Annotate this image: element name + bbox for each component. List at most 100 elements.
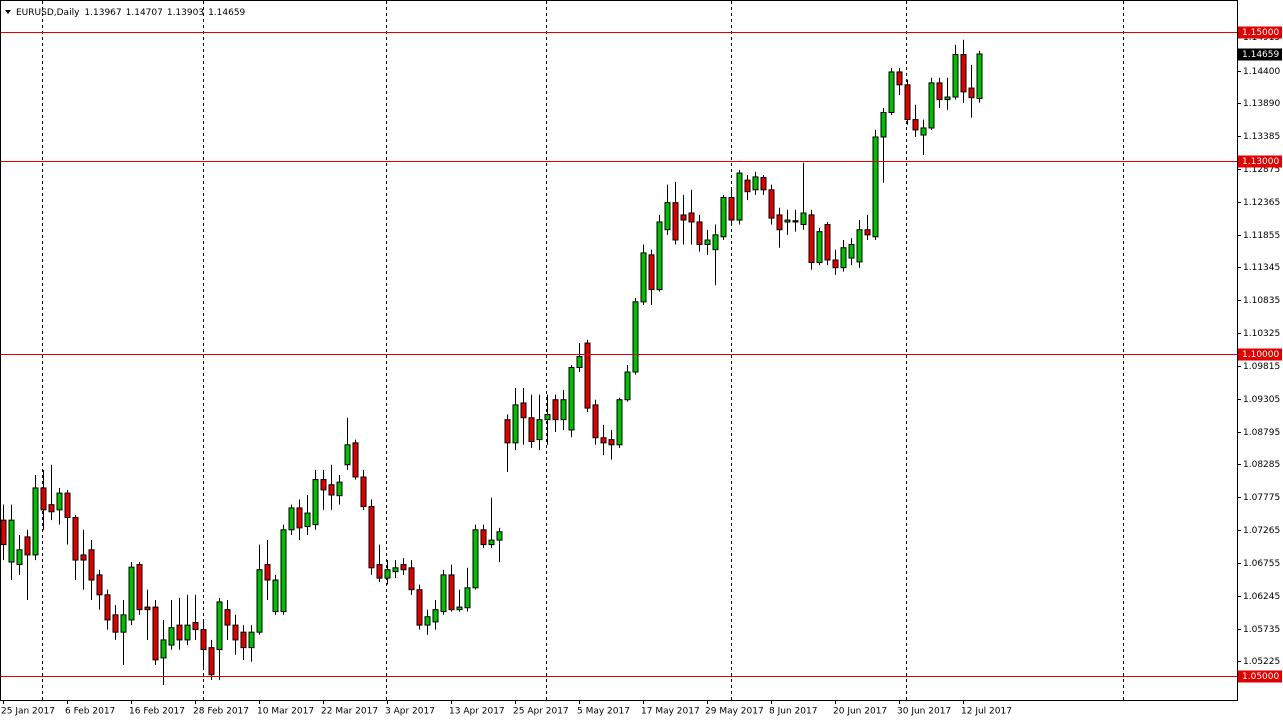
y-tick-label: 1.07775: [1243, 493, 1280, 503]
candle-body: [560, 399, 567, 421]
y-tick-label: 1.08285: [1243, 460, 1280, 470]
level-label-box: [1238, 670, 1282, 683]
candle-body: [648, 254, 655, 291]
level-label-box: [1238, 26, 1282, 39]
y-tick-label: 1.10325: [1243, 329, 1280, 339]
x-tick-label: 3 Apr 2017: [385, 707, 435, 717]
candle-body: [352, 442, 359, 478]
candle-body: [280, 529, 287, 613]
candle-body: [384, 569, 391, 579]
candle-body: [904, 84, 911, 121]
candle-body: [144, 606, 151, 611]
candle-body: [520, 402, 527, 419]
candle-body: [304, 512, 311, 528]
candle-body: [136, 564, 143, 611]
candle-body: [152, 606, 159, 661]
candle-body: [864, 229, 871, 236]
candle-body: [376, 564, 383, 579]
y-tick-label: 1.05735: [1243, 625, 1280, 635]
level-label: 1.05000: [1242, 672, 1279, 682]
candle-body: [728, 197, 735, 221]
candle-body: [504, 419, 511, 444]
candle-body: [968, 87, 975, 99]
candle-body: [552, 399, 559, 421]
candle-body: [240, 631, 247, 649]
candle-body: [872, 136, 879, 238]
chart-header: EURUSD,Daily 1.13967 1.14707 1.13903 1.14659: [16, 8, 246, 18]
x-tick-label: 25 Jan 2017: [1, 707, 55, 717]
candle-body: [160, 639, 167, 659]
candle-body: [72, 517, 79, 561]
candle-body: [960, 54, 967, 93]
candle-body: [16, 549, 23, 566]
plot-frame: [0, 0, 1238, 701]
candle-body: [512, 404, 519, 444]
candle-body: [200, 629, 207, 651]
y-tick-label: 1.12365: [1243, 198, 1280, 208]
candle-body: [712, 234, 719, 251]
candle-body: [296, 507, 303, 529]
candle-body: [760, 177, 767, 191]
candle-body: [704, 239, 711, 246]
candle-body: [344, 444, 351, 466]
candle-body: [248, 631, 255, 649]
candle-body: [848, 244, 855, 259]
candle-body: [936, 82, 943, 101]
candle-body: [184, 624, 191, 641]
level-label-box: [1238, 348, 1282, 361]
candle-body: [80, 554, 87, 561]
y-tick-label: 1.10835: [1243, 296, 1280, 306]
candle-body: [672, 202, 679, 241]
y-tick-label: 1.08795: [1243, 428, 1280, 438]
candle-body: [320, 479, 327, 491]
y-tick-label: 1.07265: [1243, 526, 1280, 536]
candle-body: [112, 614, 119, 633]
candle-body: [744, 179, 751, 193]
x-tick-label: 22 Mar 2017: [321, 707, 378, 717]
candle-body: [720, 197, 727, 238]
current-price-box: [1238, 48, 1282, 61]
candle-body: [736, 172, 743, 221]
x-tick-label: 13 Apr 2017: [449, 707, 505, 717]
candle-body: [24, 536, 31, 556]
candle-body: [816, 231, 823, 264]
candle-body: [976, 53, 983, 100]
candle-body: [392, 567, 399, 573]
candle-body: [176, 624, 183, 641]
candle-body: [664, 202, 671, 231]
level-label: 1.10000: [1242, 350, 1279, 360]
y-tick-label: 1.06755: [1243, 559, 1280, 569]
candle-body: [488, 539, 495, 546]
candle-body: [168, 627, 175, 646]
candle-body: [64, 492, 71, 519]
x-tick-label: 12 Jul 2017: [961, 707, 1012, 717]
candle-body: [880, 112, 887, 138]
close-value: 1.14659: [208, 8, 245, 18]
candle-body: [312, 479, 319, 526]
candle-body: [216, 601, 223, 651]
candle-body: [832, 259, 839, 269]
candle-body: [448, 574, 455, 611]
plot: [0, 39, 983, 685]
candle-body: [0, 519, 7, 546]
x-tick-label: 17 May 2017: [641, 707, 700, 717]
candle-body: [480, 529, 487, 546]
y-tick-label: 1.13890: [1243, 99, 1280, 109]
candle-body: [464, 587, 471, 609]
candle-body: [456, 606, 463, 611]
candle-body: [224, 609, 231, 626]
candle-body: [40, 487, 47, 511]
dropdown-icon[interactable]: [5, 10, 11, 14]
candle-body: [824, 224, 831, 261]
x-tick-label: 29 May 2017: [705, 707, 764, 717]
symbol: EURUSD,Daily: [16, 8, 80, 18]
y-tick-label: 1.11345: [1243, 263, 1280, 273]
candle-body: [400, 564, 407, 571]
candle-body: [776, 214, 783, 231]
level-label: 1.15000: [1242, 28, 1279, 38]
y-tick-label: 1.05225: [1243, 657, 1280, 667]
candle-body: [688, 212, 695, 223]
candle-body: [896, 71, 903, 86]
